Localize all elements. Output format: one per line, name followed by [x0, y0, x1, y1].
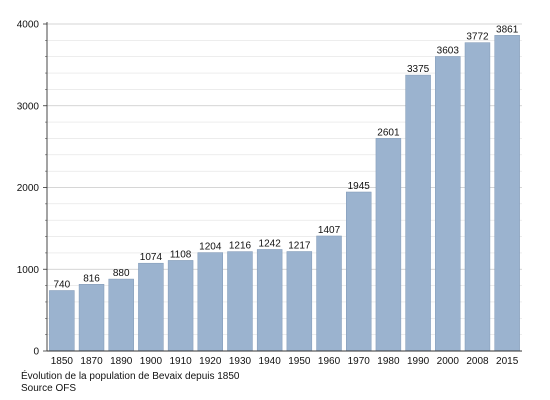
- data-labels: 740 816 880 1074 1108 1204 1216 1242 1217 1407 194…: [54, 24, 519, 290]
- x-tick-label-1850: 1850: [51, 356, 74, 367]
- x-tick-label-1990: 1990: [407, 356, 430, 367]
- data-label-1850: 740: [54, 280, 71, 291]
- x-tick-label-1970: 1970: [348, 356, 371, 367]
- bar-1950: [286, 251, 313, 352]
- data-label-1980: 2601: [377, 127, 400, 138]
- bar-1900: [138, 262, 164, 352]
- bar-1890: [108, 278, 134, 352]
- bar-1930: [227, 251, 253, 352]
- bar-1970: [346, 191, 372, 352]
- x-tick-label-1940: 1940: [259, 356, 282, 367]
- bar-2000: [435, 56, 461, 352]
- x-tick-label-1900: 1900: [140, 356, 163, 367]
- data-label-1930: 1216: [229, 241, 252, 252]
- data-label-2000: 3603: [437, 45, 460, 56]
- chart-caption: Évolution de la population de Bevaix dep…: [21, 371, 240, 382]
- bar-1990: [405, 74, 431, 352]
- bar-1960: [316, 235, 342, 352]
- x-tick-label-2008: 2008: [466, 356, 489, 367]
- data-label-1870: 816: [83, 273, 100, 284]
- data-label-1890: 880: [113, 268, 130, 279]
- data-label-1900: 1074: [140, 252, 163, 263]
- bar-1910: [167, 260, 194, 352]
- y-tick-label: 1000: [17, 265, 40, 276]
- y-tick-label: 0: [33, 347, 39, 358]
- x-tick-label-1870: 1870: [80, 356, 103, 367]
- axes: 0 1000 2000 3000 4000 1850 1870 1890 1900 1910 192…: [17, 20, 522, 367]
- data-label-1990: 3375: [407, 64, 430, 75]
- bar-1980: [375, 138, 402, 352]
- data-label-2008: 3772: [466, 32, 489, 43]
- data-label-1960: 1407: [318, 225, 341, 236]
- bar-1940: [256, 249, 283, 352]
- x-tick-label-1950: 1950: [288, 356, 311, 367]
- data-label-1920: 1204: [199, 242, 222, 253]
- data-label-2015: 3861: [496, 24, 519, 35]
- y-tick-label: 2000: [17, 183, 40, 194]
- bars: [49, 35, 520, 352]
- x-tick-label-1910: 1910: [169, 356, 192, 367]
- x-tick-label-2000: 2000: [437, 356, 460, 367]
- data-label-1970: 1945: [348, 181, 371, 192]
- bar-1920: [197, 252, 223, 352]
- bar-1850: [49, 290, 75, 352]
- bar-1870: [78, 284, 105, 352]
- x-tick-label-1960: 1960: [318, 356, 341, 367]
- x-tick-label-1980: 1980: [377, 356, 400, 367]
- data-label-1940: 1242: [259, 238, 282, 249]
- x-tick-label-2015: 2015: [496, 356, 519, 367]
- x-tick-label-1920: 1920: [199, 356, 222, 367]
- y-tick-label: 3000: [17, 101, 40, 112]
- x-tick-label-1930: 1930: [229, 356, 252, 367]
- data-label-1910: 1108: [170, 249, 192, 260]
- chart-source: Source OFS: [21, 383, 77, 394]
- x-tick-label-1890: 1890: [110, 356, 133, 367]
- bar-2015: [494, 35, 520, 352]
- bar-2008: [464, 42, 491, 352]
- y-tick-label: 4000: [17, 20, 40, 31]
- data-label-1950: 1217: [288, 241, 311, 252]
